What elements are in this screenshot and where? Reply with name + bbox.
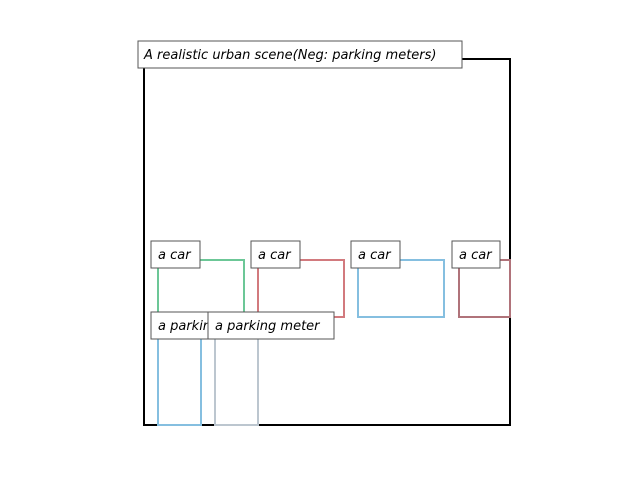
parking-meter-label-2: a parking meter [207, 311, 335, 340]
car-label-text-3: a car [358, 248, 392, 263]
label-background [350, 240, 401, 269]
car-box-2 [257, 259, 345, 318]
car-label-3: a car [350, 240, 401, 269]
car-label-2: a car [250, 240, 301, 269]
label-background [207, 311, 335, 340]
car-label-4: a car [451, 240, 501, 269]
title-background [137, 40, 463, 69]
label-background [150, 240, 201, 269]
parking-meter-box-1 [157, 330, 202, 426]
car-label-text-1: a car [158, 248, 192, 263]
parking-meter-label-text-2: a parking meter [215, 319, 321, 334]
car-box-4 [458, 259, 511, 318]
label-background [250, 240, 301, 269]
car-box-3 [357, 259, 445, 318]
car-label-text-4: a car [459, 248, 493, 263]
scene-title: A realistic urban scene(Neg: parking met… [143, 48, 436, 63]
parking-meter-box-2 [214, 330, 259, 426]
car-box-1 [157, 259, 245, 318]
scene-title-box: A realistic urban scene(Neg: parking met… [137, 40, 463, 69]
car-label-1: a car [150, 240, 201, 269]
label-background [451, 240, 501, 269]
car-label-text-2: a car [258, 248, 292, 263]
